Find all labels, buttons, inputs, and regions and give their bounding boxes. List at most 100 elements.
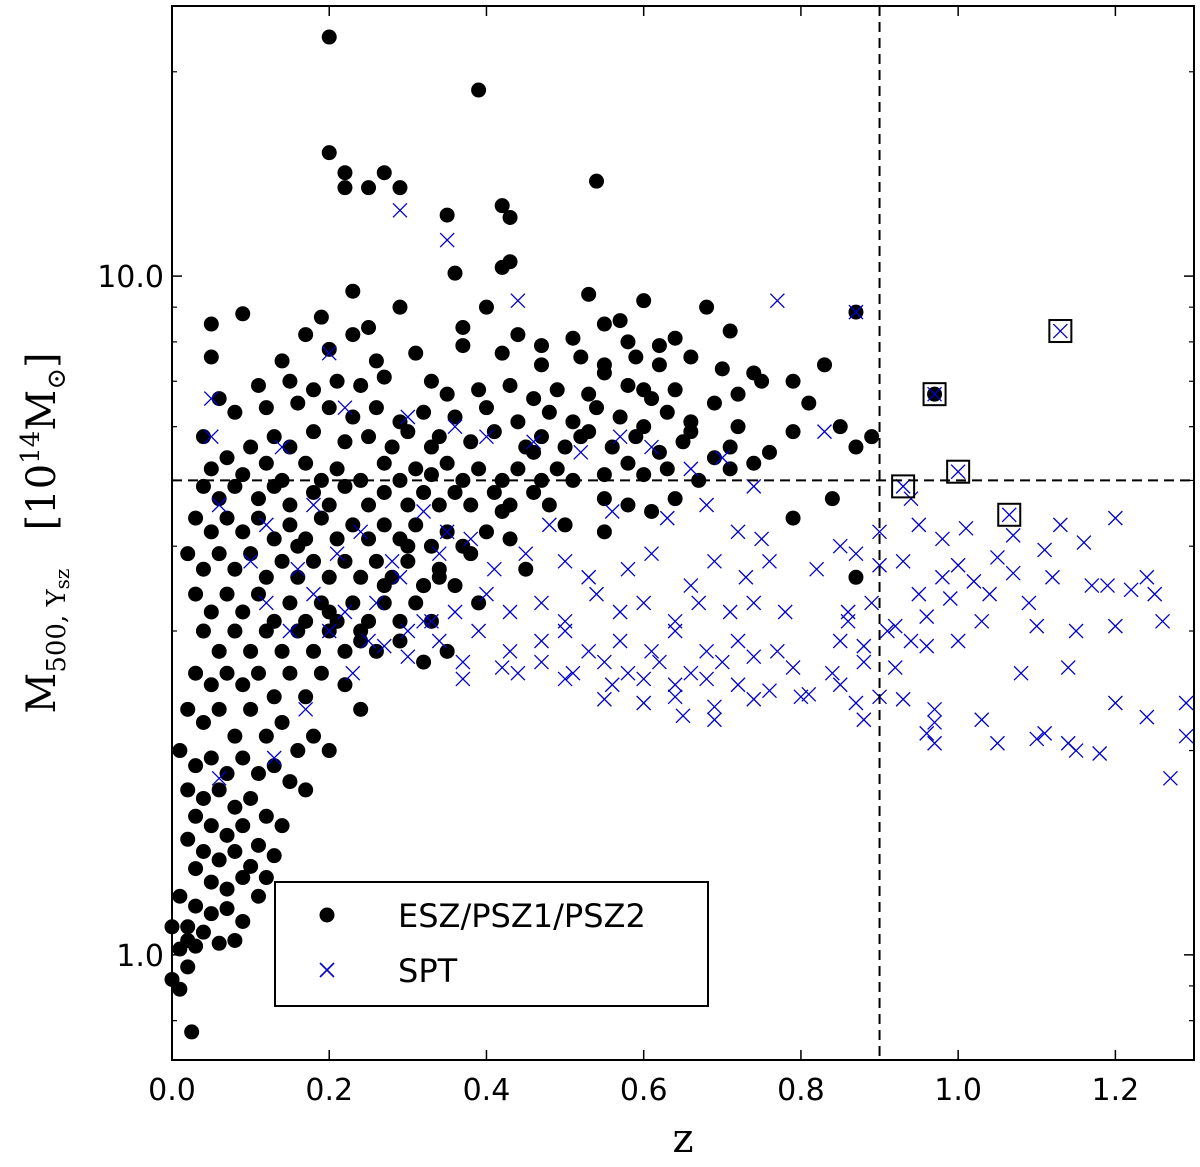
esz-point [361,180,377,196]
spt-point [974,613,990,629]
esz-point [219,586,235,602]
esz-point [353,701,369,717]
esz-point [596,467,612,483]
esz-point [471,595,487,611]
spt-point [927,386,943,402]
esz-point [478,299,494,315]
esz-point [604,439,620,455]
spt-point [1076,535,1092,551]
esz-point [227,478,243,494]
plot-frame [171,5,1195,1061]
legend: ESZ/PSZ1/PSZ2 SPT [274,881,709,1007]
esz-point [290,395,306,411]
spt-point [934,531,950,547]
esz-point [471,82,487,98]
esz-point [376,517,392,533]
esz-point [282,595,298,611]
spt-point [746,478,762,494]
spt-point [895,478,911,494]
y-axis-title-unit-exp: 14 [16,431,46,464]
spt-point [982,586,998,602]
spt-point [557,553,573,569]
esz-point [243,701,259,717]
esz-point [361,497,377,513]
esz-point [313,510,329,526]
spt-point [557,671,573,687]
esz-point [400,424,416,440]
esz-point [329,461,345,477]
esz-point [274,818,290,834]
esz-point [596,316,612,332]
esz-point [313,665,329,681]
esz-point [636,467,652,483]
esz-point [172,888,188,904]
esz-point [620,497,636,513]
spt-point [439,232,455,248]
esz-point [274,643,290,659]
esz-point [455,319,471,335]
spt-point [706,553,722,569]
esz-point [620,377,636,393]
esz-point [533,429,549,445]
spt-point [730,633,746,649]
spt-point [644,439,660,455]
spt-point [581,643,597,659]
spt-point [824,665,840,681]
spt-point [494,660,510,676]
esz-point [188,808,204,824]
esz-point [188,898,204,914]
spt-point [699,671,715,687]
spt-point [392,569,408,585]
spt-point [479,586,494,602]
esz-point [306,424,322,440]
esz-point [384,439,400,455]
esz-point [526,444,542,460]
esz-point [416,578,432,594]
esz-point [203,906,219,922]
esz-point [722,461,738,477]
spt-point [848,695,864,711]
esz-point [746,455,762,471]
esz-point [596,491,612,507]
spt-point [1013,665,1029,681]
legend-label-esz: ESZ/PSZ1/PSZ2 [398,897,646,935]
esz-point [203,604,219,620]
spt-point [321,345,337,361]
spt-point [762,553,777,569]
spt-point [612,604,628,620]
spt-point [392,202,408,218]
spt-point [258,595,274,611]
esz-point [620,334,636,350]
esz-point [683,349,699,365]
spt-point [809,561,825,577]
esz-point [211,782,227,798]
spt-point [895,691,911,707]
esz-point [298,782,314,798]
esz-point [180,546,196,562]
highlight-boxes [891,319,1073,527]
esz-point [227,799,243,815]
spt-point [958,520,974,536]
esz-point [785,373,801,389]
spt-point [1178,728,1194,744]
spt-point [1052,323,1068,339]
esz-point [345,409,361,425]
spt-point [919,725,935,741]
esz-point [274,553,290,569]
spt-point [337,604,353,620]
spt-point [455,654,471,670]
legend-marker-esz [319,907,335,923]
spt-point [345,665,361,681]
spt-point [990,550,1005,565]
esz-point [502,209,518,225]
spt-point [612,633,628,649]
esz-point [250,491,266,507]
esz-point [628,349,644,365]
esz-psz-series [164,29,943,1040]
esz-point [282,774,298,790]
esz-point [730,419,746,435]
esz-point [644,503,660,519]
esz-point [431,569,447,585]
spt-point [455,671,471,687]
spt-point [769,643,785,659]
